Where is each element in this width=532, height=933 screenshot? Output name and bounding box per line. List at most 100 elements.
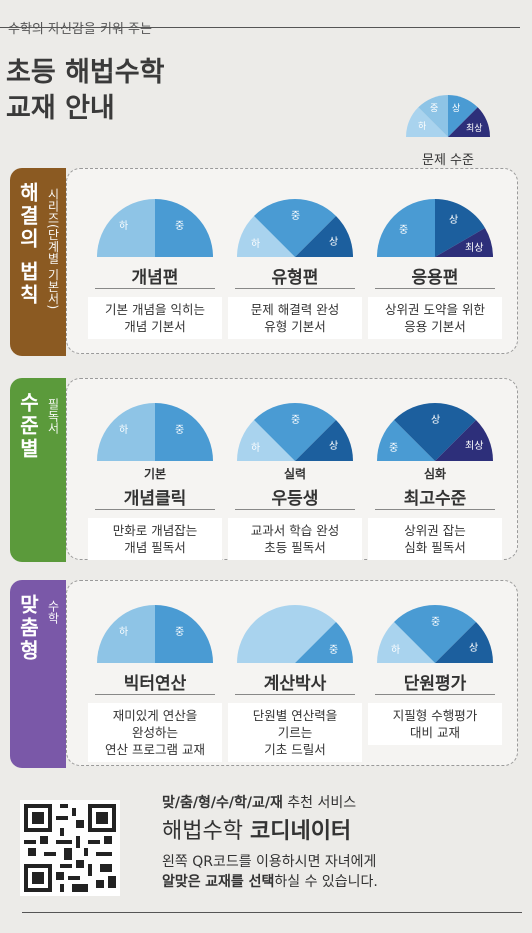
section-title: 해결의 법칙 [16, 182, 40, 307]
legend-caption: 문제 수준 [422, 153, 474, 168]
gauge-label: 최상 [465, 242, 483, 254]
section-title: 맞춤형 [16, 594, 40, 663]
section-title: 수준별 [16, 392, 40, 461]
book-desc: 기본 개념을 익히는 개념 기본서 [88, 297, 222, 339]
gauge-label: 하 [119, 219, 128, 232]
section-tab: 맞춤형 수학 [10, 580, 66, 768]
title-line-2: 교재 안내 [6, 93, 115, 124]
service-heading-bold: 맞/춤/형/수/학/교/재 [162, 795, 283, 811]
level-gauge: 하 중 [97, 403, 213, 461]
gauge-label: 하 [251, 237, 260, 250]
gauge-label: 최상 [465, 440, 483, 452]
book-card[interactable]: 중 상 최상 심화 최고수준 상위권 잡는 심화 필독서 [365, 403, 505, 560]
gauge-label: 중 [291, 210, 300, 222]
book-card[interactable]: 중 상 최상 응용편 상위권 도약을 위한 응용 기본서 [365, 199, 505, 339]
level-gauge: 중 상 최상 [377, 403, 493, 461]
book-desc: 단원별 연산력을 기르는 기초 드릴서 [228, 703, 362, 762]
level-gauge: 하 중 [97, 199, 213, 257]
book-title: 단원평가 [403, 674, 467, 694]
service-heading-rest: 추천 서비스 [287, 795, 357, 811]
section-tab: 해결의 법칙 시리즈(단계별 기본서) [10, 168, 66, 356]
book-desc: 교과서 학습 완성 초등 필독서 [228, 518, 362, 560]
qr-code-icon[interactable] [20, 800, 120, 896]
book-card[interactable]: 하 중 상 단원평가 지필형 수행평가 대비 교재 [365, 605, 505, 745]
gauge-label: 중 [175, 626, 184, 638]
level-gauge: 하 중 상 [377, 605, 493, 663]
gauge-label: 하 [119, 625, 128, 638]
book-card[interactable]: 하 중 빅터연산 재미있게 연산을 완성하는 연산 프로그램 교재 [85, 605, 225, 762]
section-sujunbyeol: 수준별 필독서 하 중 기본 개념클릭 만화로 개념잡는 개념 필독서 [8, 378, 520, 564]
section-panel: 하 중 개념편 기본 개념을 익히는 개념 기본서 하 중 상 유형편 문제 [66, 168, 518, 354]
legend-level-low: 하 [418, 121, 427, 132]
legend-level-mid: 중 [430, 103, 438, 114]
section-subtitle: 필독서 [46, 398, 60, 434]
gauge-label: 중 [291, 414, 300, 426]
book-desc: 지필형 수행평가 대비 교재 [368, 703, 502, 745]
gauge-label: 상 [431, 414, 440, 426]
legend-gauge: 하 중 상 최상 [406, 95, 490, 137]
service-title: 해법수학 코디네이터 [162, 813, 351, 845]
book-title: 우등생 [271, 489, 319, 509]
gauge-label: 중 [329, 644, 338, 656]
level-legend: 하 중 상 최상 문제 수준 [402, 95, 494, 168]
book-card[interactable]: 하 중 개념편 기본 개념을 익히는 개념 기본서 [85, 199, 225, 339]
legend-level-high: 상 [452, 103, 460, 114]
qr-code-graphic [20, 800, 120, 896]
level-gauge: 하 중 상 [237, 199, 353, 257]
section-subtitle: 수학 [46, 600, 60, 624]
book-title: 유형편 [271, 268, 319, 288]
section-matchumhyeong: 맞춤형 수학 하 중 빅터연산 재미있게 연산을 완성하는 연산 프로그램 교재 [8, 580, 520, 770]
service-desc-line2: 알맞은 교재를 선택하실 수 있습니다. [162, 874, 378, 890]
book-title: 개념클릭 [123, 489, 187, 509]
book-title: 계산박사 [263, 674, 327, 694]
section-haegyeol: 해결의 법칙 시리즈(단계별 기본서) 하 중 개념편 기본 개념을 익히는 개… [8, 168, 520, 358]
level-gauge: 하 중 상 [237, 403, 353, 461]
gauge-label: 상 [469, 642, 478, 654]
book-tier: 실력 [283, 467, 307, 481]
level-gauge: 하 중 [97, 605, 213, 663]
page-title: 초등 해법수학 교재 안내 [6, 55, 164, 127]
book-desc: 상위권 도약을 위한 응용 기본서 [368, 297, 502, 339]
book-title: 개념편 [131, 268, 179, 288]
book-card[interactable]: 중 계산박사 단원별 연산력을 기르는 기초 드릴서 [225, 605, 365, 762]
book-desc: 만화로 개념잡는 개념 필독서 [88, 518, 222, 560]
book-card[interactable]: 하 중 상 유형편 문제 해결력 완성 유형 기본서 [225, 199, 365, 339]
section-tab: 수준별 필독서 [10, 378, 66, 562]
service-title-regular: 해법수학 [162, 819, 243, 844]
gauge-label: 상 [329, 236, 338, 248]
page-subtitle: 수학의 자신감을 키워 주는 [8, 22, 152, 37]
section-panel: 하 중 빅터연산 재미있게 연산을 완성하는 연산 프로그램 교재 중 계산박사… [66, 580, 518, 766]
gauge-label: 하 [119, 423, 128, 436]
book-desc: 재미있게 연산을 완성하는 연산 프로그램 교재 [88, 703, 222, 762]
top-rule [0, 27, 520, 28]
gauge-label: 중 [431, 616, 440, 628]
book-title: 응용편 [411, 268, 459, 288]
gauge-label: 상 [329, 440, 338, 452]
service-description: 왼쪽 QR코드를 이용하시면 자녀에게 알맞은 교재를 선택하실 수 있습니다. [162, 852, 378, 892]
level-gauge: 중 [237, 605, 353, 663]
book-tier: 심화 [423, 467, 447, 481]
gauge-label: 상 [449, 214, 458, 226]
book-desc: 문제 해결력 완성 유형 기본서 [228, 297, 362, 339]
gauge-label: 중 [175, 220, 184, 232]
service-title-bold: 코디네이터 [249, 819, 352, 844]
legend-level-top: 최상 [466, 123, 483, 134]
gauge-label: 하 [391, 643, 400, 656]
section-panel: 하 중 기본 개념클릭 만화로 개념잡는 개념 필독서 하 중 상 실력 우등생 [66, 378, 518, 560]
service-heading: 맞/춤/형/수/학/교/재 추천 서비스 [162, 792, 356, 812]
book-title: 빅터연산 [123, 674, 187, 694]
book-card[interactable]: 하 중 기본 개념클릭 만화로 개념잡는 개념 필독서 [85, 403, 225, 560]
book-desc: 상위권 잡는 심화 필독서 [368, 518, 502, 560]
service-desc-line1: 왼쪽 QR코드를 이용하시면 자녀에게 [162, 854, 377, 870]
level-gauge: 중 상 최상 [377, 199, 493, 257]
gauge-label: 중 [399, 224, 408, 236]
gauge-label: 하 [251, 441, 260, 454]
book-card[interactable]: 하 중 상 실력 우등생 교과서 학습 완성 초등 필독서 [225, 403, 365, 560]
section-subtitle: 시리즈(단계별 기본서) [46, 188, 60, 310]
book-title: 최고수준 [403, 489, 467, 509]
gauge-label: 중 [175, 424, 184, 436]
bottom-rule [22, 912, 522, 913]
book-tier: 기본 [143, 467, 167, 481]
gauge-label: 중 [389, 442, 398, 454]
title-line-1: 초등 해법수학 [6, 57, 165, 88]
